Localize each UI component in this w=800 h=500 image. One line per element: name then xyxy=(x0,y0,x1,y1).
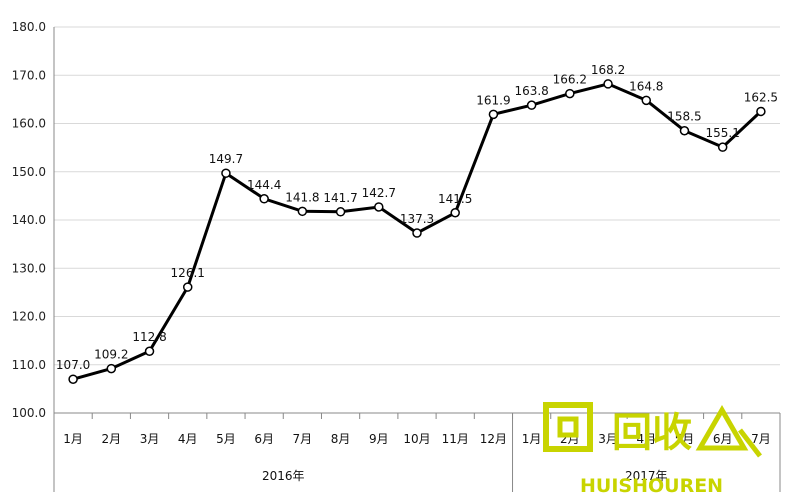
data-label: 126.1 xyxy=(171,266,205,280)
data-label: 141.5 xyxy=(438,192,472,206)
watermark-sub-text: HUISHOUREN xyxy=(580,475,723,497)
data-point xyxy=(335,207,346,217)
x-tick-labels: 1月 2月 3月 4月 5月 6月 7月 8月 9月 10月 11月 12月 1月 2月 3月 4月 5月 6月 7… xyxy=(63,432,770,446)
y-tick-label: 140.0 xyxy=(12,213,46,227)
data-point xyxy=(488,109,499,120)
x-tick-label: 10月 xyxy=(403,432,430,446)
y-tick-label: 130.0 xyxy=(12,261,46,275)
data-label: 162.5 xyxy=(744,90,778,104)
y-tick-label: 100.0 xyxy=(12,406,46,420)
data-point xyxy=(182,282,193,292)
data-point xyxy=(450,208,460,218)
y-tick-label: 120.0 xyxy=(12,310,46,324)
recycle-mountain-icon xyxy=(695,405,749,451)
data-label: 158.5 xyxy=(667,110,701,124)
watermark-box-icon xyxy=(543,402,593,452)
data-point xyxy=(526,100,537,110)
data-label: 163.8 xyxy=(514,84,548,98)
data-point xyxy=(297,206,308,217)
watermark-logo: 回收 HUISHOUREN xyxy=(543,402,762,497)
data-point xyxy=(144,346,155,356)
data-label: 141.8 xyxy=(285,190,319,204)
data-point xyxy=(603,79,613,89)
data-point xyxy=(106,363,117,374)
data-label: 168.2 xyxy=(591,63,625,77)
grid-lines xyxy=(54,26,780,366)
x-tick-label: 7月 xyxy=(293,432,313,446)
data-point xyxy=(641,95,652,106)
data-point xyxy=(412,228,422,238)
y-tick-label: 180.0 xyxy=(12,20,46,34)
data-label: 161.9 xyxy=(476,93,510,107)
recycle-arrow-icon xyxy=(738,428,762,458)
data-label: 109.2 xyxy=(94,348,128,362)
data-label: 141.7 xyxy=(323,191,357,205)
x-tick-label: 6月 xyxy=(254,432,274,446)
data-label: 137.3 xyxy=(400,212,434,226)
data-point xyxy=(221,168,231,178)
x-tick-label: 5月 xyxy=(216,432,236,446)
y-tick-label: 160.0 xyxy=(12,117,46,131)
data-label: 112.8 xyxy=(132,330,166,344)
x-tick-label: 3月 xyxy=(140,432,160,446)
data-point xyxy=(565,88,575,99)
data-point xyxy=(259,194,269,204)
data-point xyxy=(68,374,78,384)
series xyxy=(68,79,766,384)
watermark-main-text: 回收 xyxy=(612,410,692,456)
data-point xyxy=(756,106,766,117)
year-group-labels: 2016年 2017年 xyxy=(53,413,781,492)
x-tick-label: 11月 xyxy=(442,432,469,446)
data-point xyxy=(374,202,384,212)
x-tick-label: 4月 xyxy=(636,432,656,446)
data-label: 144.4 xyxy=(247,178,281,192)
x-tick-label: 1月 xyxy=(522,432,542,446)
y-tick-label: 150.0 xyxy=(12,165,46,179)
x-tick-label: 12月 xyxy=(480,432,507,446)
x-tick-label: 2月 xyxy=(101,432,121,446)
x-tick-label: 7月 xyxy=(751,432,771,446)
x-tick-label: 9月 xyxy=(369,432,389,446)
x-tick-label: 6月 xyxy=(713,432,733,446)
data-label: 166.2 xyxy=(553,73,587,87)
y-tick-label: 170.0 xyxy=(12,68,46,82)
x-tick-label: 5月 xyxy=(675,432,695,446)
x-tick-label: 8月 xyxy=(331,432,351,446)
year-group-label: 2016年 xyxy=(262,469,305,483)
x-tick-label: 1月 xyxy=(63,432,83,446)
data-label: 164.8 xyxy=(629,79,663,93)
data-point xyxy=(679,125,690,136)
watermark-box-inner-icon xyxy=(557,416,579,438)
y-tick-labels: 100.0 110.0 120.0 130.0 140.0 150.0 160.0 170.0… xyxy=(12,20,46,420)
x-tick-label: 3月 xyxy=(598,432,618,446)
data-label: 107.0 xyxy=(56,358,90,372)
data-labels: 107.0 109.2 112.8 126.1 149.7 144.4 141.8 141.7… xyxy=(56,63,778,372)
data-label: 142.7 xyxy=(362,186,396,200)
data-label: 149.7 xyxy=(209,152,243,166)
y-tick-label: 110.0 xyxy=(12,358,46,372)
data-point xyxy=(717,142,728,152)
x-tick-label: 4月 xyxy=(178,432,198,446)
data-label: 155.1 xyxy=(706,126,740,140)
year-group-label: 2017年 xyxy=(625,469,668,483)
